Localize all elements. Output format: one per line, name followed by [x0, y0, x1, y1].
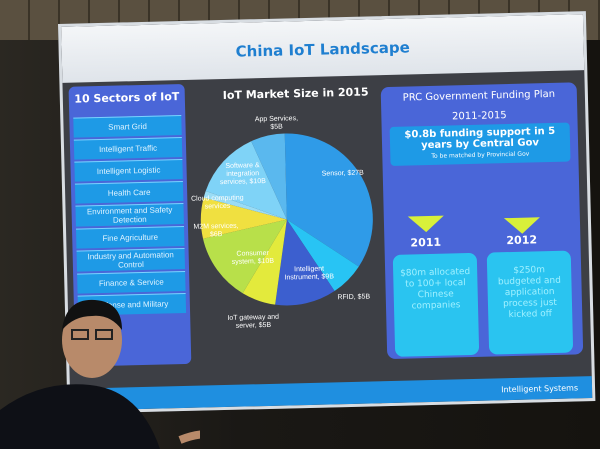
- pie-slice: [242, 219, 287, 305]
- pie-slice: [286, 219, 359, 292]
- pie-label: RFID, $5B: [337, 293, 371, 302]
- pie-slice: [284, 133, 373, 267]
- pie-label: Cloud computing services: [190, 194, 244, 211]
- pie-label: M2M services, $6B: [193, 222, 239, 239]
- pie-label: App Services, $5B: [254, 115, 299, 131]
- sector-item: Environment and Safety Detection: [75, 202, 184, 227]
- funding-title: PRC Government Funding Plan: [402, 88, 556, 104]
- down-arrow-icon: [407, 215, 445, 233]
- pie-slice: [251, 133, 287, 220]
- slide-title: China IoT Landscape: [61, 14, 585, 83]
- sector-item: Intelligent Logistic: [74, 159, 183, 182]
- sector-item: Intelligent Traffic: [73, 137, 183, 160]
- pie-slice: [275, 219, 335, 306]
- sector-item: Fine Agriculture: [76, 225, 185, 249]
- pie-label: Software & integration services, $10B: [219, 162, 266, 187]
- sectors-title: 10 Sectors of IoT: [74, 90, 180, 106]
- pie-label: Intelligent Instrument, $9B: [284, 265, 335, 282]
- funding-period: 2011-2015: [451, 110, 507, 123]
- pie-label: IoT gateway and server, $5B: [227, 313, 280, 330]
- funding-panel: PRC Government Funding Plan 2011-2015 $0…: [380, 82, 584, 360]
- sector-item: Industry and Automation Control: [76, 247, 186, 272]
- projected-slide: China IoT Landscape 10 Sectors of IoT Sm…: [58, 11, 596, 414]
- year-label: 2012: [506, 233, 538, 248]
- presenter: [0, 299, 200, 449]
- pie-slice: [205, 141, 287, 220]
- year-box: $250m budgeted and application process j…: [486, 250, 574, 355]
- funding-support-box: $0.8b funding support in 5 years by Cent…: [389, 122, 571, 166]
- year-box: $80m allocated to 100+ local Chinese com…: [392, 252, 480, 357]
- market-size-pie-chart: [200, 133, 373, 306]
- year-label: 2011: [410, 235, 442, 250]
- sector-item: Smart Grid: [73, 115, 182, 138]
- pie-label: Consumer system, $10B: [231, 249, 275, 266]
- pie-slice: [203, 190, 287, 220]
- down-arrow-icon: [503, 217, 541, 235]
- pie-slice: [200, 197, 287, 239]
- sector-item: Health Care: [74, 180, 184, 204]
- pie-label: Sensor, $27B: [321, 169, 364, 178]
- pie-slice: [203, 219, 287, 294]
